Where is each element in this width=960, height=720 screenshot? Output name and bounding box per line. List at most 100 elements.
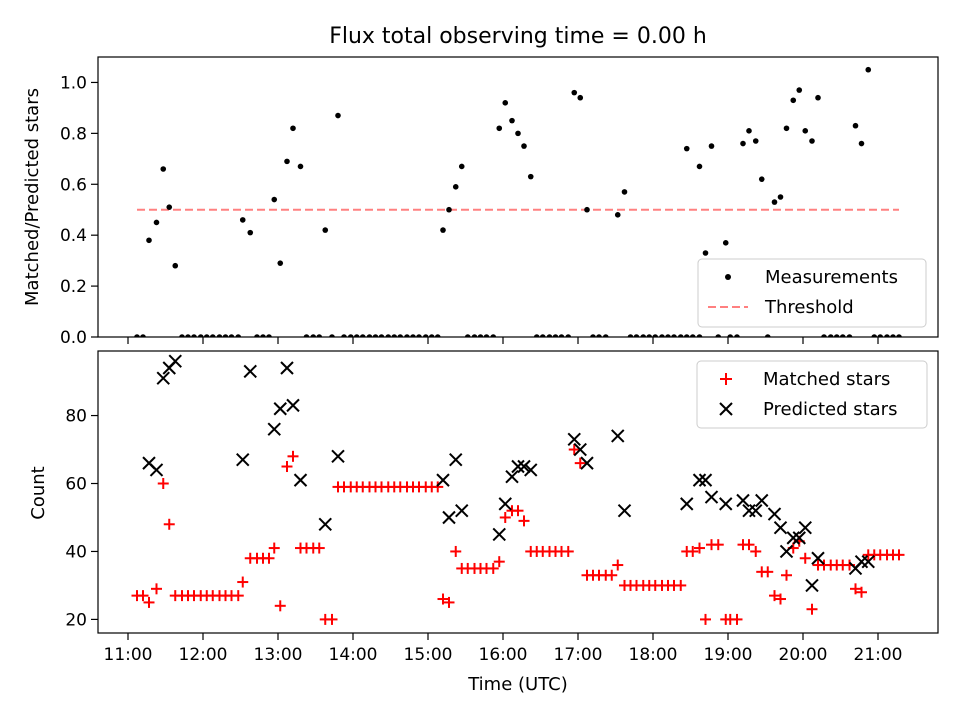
measurement-point [316, 334, 323, 337]
measurement-point [827, 334, 834, 337]
predicted-star-point [798, 520, 812, 535]
matched-star-point [750, 545, 762, 557]
predicted-star-stroke [704, 490, 719, 504]
measurement-point [428, 334, 435, 337]
measurement-point [322, 227, 329, 233]
matched-star-point [606, 569, 618, 581]
measurement-point [671, 334, 677, 337]
measurement-point [839, 334, 846, 337]
measurement-point [702, 250, 709, 256]
predicted-star-stroke [517, 459, 531, 474]
predicted-star-stroke [236, 453, 250, 467]
predicted-star-point [498, 497, 512, 511]
measurement-point [734, 334, 740, 337]
matched-star-point [850, 583, 861, 595]
measurement-point [416, 334, 422, 337]
top-plot-area: 0.0 0.2 0.4 0.6 0.8 1.0 [60, 56, 939, 348]
predicted-star-stroke [736, 493, 750, 508]
bottom-x-axis-label: Time (UTC) [467, 674, 568, 695]
bottom-x-tick-label: 16:00 [479, 645, 528, 665]
matched-star-point [287, 450, 299, 462]
matched-star-point [232, 590, 244, 602]
measurement-point [179, 334, 185, 337]
measurement-point [758, 176, 765, 182]
measurement-point [247, 229, 254, 236]
matched-star-point [268, 542, 280, 554]
predicted-star-stroke [573, 442, 587, 457]
measurement-point [571, 89, 578, 96]
bottom-y-axis-label: Count [28, 466, 49, 519]
top-series-marks [134, 66, 902, 337]
measurement-point [708, 143, 715, 149]
predicted-star-point [442, 510, 456, 525]
measurement-point [185, 334, 191, 337]
top-chart-title: Flux total observing time = 0.00 h [329, 24, 707, 49]
predicted-star-point [505, 470, 519, 484]
measurement-point [391, 334, 398, 337]
predicted-star-stroke [492, 527, 506, 542]
measurement-point [284, 158, 290, 165]
measurement-point [496, 125, 503, 132]
measurement-point [483, 334, 490, 337]
predicted-star-point [773, 520, 788, 535]
predicted-star-point [698, 473, 713, 487]
measurement-point [378, 334, 385, 337]
measurement-point [341, 334, 347, 337]
predicted-star-stroke [511, 459, 525, 474]
matched-star-point [518, 515, 530, 527]
predicted-star-point [767, 507, 782, 521]
bottom-x-tick-label: 14:00 [329, 645, 378, 665]
measurement-point [809, 138, 815, 144]
measurement-point [434, 334, 441, 337]
predicted-star-point [580, 456, 594, 470]
legend-predicted-label: Predicted stars [763, 399, 897, 420]
matched-star-point [137, 590, 149, 602]
predicted-star-point [436, 473, 450, 487]
measurement-point [740, 140, 746, 147]
measurement-point [627, 334, 634, 337]
matched-star-point [313, 542, 325, 554]
measurement-point [727, 334, 734, 337]
predicted-star-point [617, 503, 632, 518]
bottom-x-tick-label: 17:00 [554, 645, 603, 665]
matched-star-point [675, 579, 687, 591]
measurement-point [203, 334, 210, 337]
predicted-star-stroke [293, 473, 308, 487]
measurement-point [689, 334, 696, 337]
matched-star-point [487, 562, 499, 574]
measurement-point [385, 334, 392, 337]
predicted-star-stroke [811, 551, 825, 565]
measurement-point [646, 334, 653, 337]
predicted-star-point [455, 503, 469, 518]
matched-star-point [151, 583, 162, 595]
predicted-star-stroke [779, 544, 794, 559]
predicted-star-point [243, 364, 257, 379]
matched-star-point [712, 539, 724, 551]
measurement-point [884, 334, 890, 337]
legend-matched-label: Matched stars [763, 369, 890, 390]
matched-star-point [432, 481, 444, 493]
predicted-star-stroke [168, 354, 182, 368]
predicted-star-stroke [273, 402, 287, 416]
bottom-legend: Matched stars Predicted stars [696, 360, 928, 429]
matched-star-point [499, 511, 511, 523]
predicted-star-point [149, 463, 164, 477]
measurement-point [153, 219, 160, 226]
predicted-star-stroke [286, 398, 300, 413]
measurement-point [310, 334, 317, 337]
measurement-point [235, 334, 242, 337]
measurement-point [777, 194, 784, 200]
measurement-point [858, 140, 865, 147]
predicted-star-point [792, 531, 806, 545]
predicted-star-point [293, 473, 308, 487]
predicted-star-point [267, 422, 281, 436]
top-legend-box [697, 258, 927, 328]
measurement-point [677, 334, 684, 337]
matched-star-point [762, 566, 774, 578]
predicted-star-point [567, 432, 581, 447]
predicted-star-stroke [449, 453, 463, 467]
legend-matched-marker [720, 373, 732, 385]
matched-star-point [562, 545, 574, 557]
measurement-point [271, 196, 278, 203]
predicted-star-point [236, 453, 250, 467]
